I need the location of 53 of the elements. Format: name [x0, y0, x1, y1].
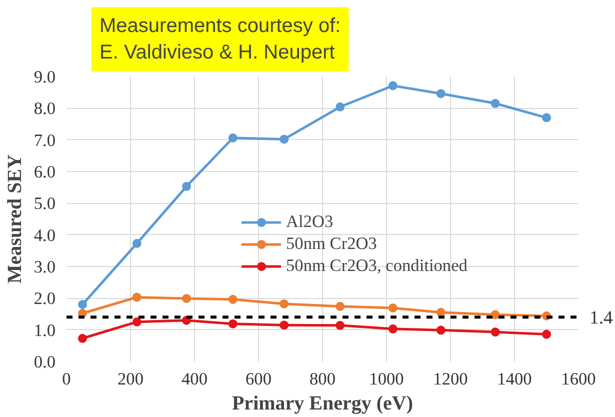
x-tick-label: 200	[118, 370, 144, 388]
point	[436, 89, 446, 98]
legend-label: 50nm Cr2O3, conditioned	[286, 256, 468, 276]
point	[388, 81, 398, 90]
point	[228, 133, 238, 142]
point	[436, 326, 446, 335]
y-tick-label: 2.0	[34, 289, 56, 308]
text: Measurements courtesy of: E. Valdivieso & H. Neupert	[100, 15, 341, 64]
point	[228, 319, 238, 328]
point	[336, 320, 345, 330]
point	[388, 324, 398, 334]
x-tick-label: 1000	[369, 370, 404, 388]
point	[132, 238, 142, 248]
x-tick-label: 400	[182, 370, 208, 388]
point	[280, 134, 289, 144]
point	[542, 330, 551, 339]
point	[78, 300, 87, 309]
point	[490, 328, 500, 337]
point	[280, 320, 289, 330]
ref-line-label: 1.4	[590, 308, 614, 329]
x-tick-label: 600	[246, 370, 272, 388]
point	[78, 334, 87, 343]
legend-label: Al2O3	[286, 212, 334, 232]
point	[388, 303, 398, 312]
point	[182, 294, 191, 303]
x-tick-label: 1400	[497, 370, 532, 388]
point	[228, 294, 238, 304]
point	[490, 310, 500, 320]
point	[280, 299, 289, 308]
point	[132, 317, 142, 326]
x-tick-label: 1600	[561, 370, 596, 388]
y-tick-label: 4.0	[34, 226, 56, 245]
point	[436, 308, 446, 317]
y-tick-label: 6.0	[34, 162, 56, 182]
x-tick-label: 1200	[433, 370, 468, 388]
y-tick-label: 5.0	[34, 194, 56, 214]
point	[542, 113, 551, 122]
point	[132, 292, 142, 302]
y-tick-label: 0.0	[34, 352, 56, 372]
y-tick-label: 7.0	[34, 130, 56, 150]
x-tick-label: 0	[62, 370, 71, 388]
y-tick-label: 9.0	[34, 68, 56, 86]
y-tick-label: 8.0	[34, 99, 56, 118]
point	[182, 182, 191, 191]
y-tick-label: 3.0	[34, 258, 56, 276]
point	[336, 102, 345, 112]
point	[336, 302, 345, 311]
y-axis-title: Measured SEY	[4, 154, 26, 284]
y-tick-label: 1.0	[34, 320, 56, 340]
x-tick-label: 800	[310, 370, 336, 388]
point	[490, 98, 500, 108]
legend-label: 50nm Cr2O3	[286, 234, 377, 254]
x-axis-title: Primary Energy (eV)	[232, 392, 414, 414]
